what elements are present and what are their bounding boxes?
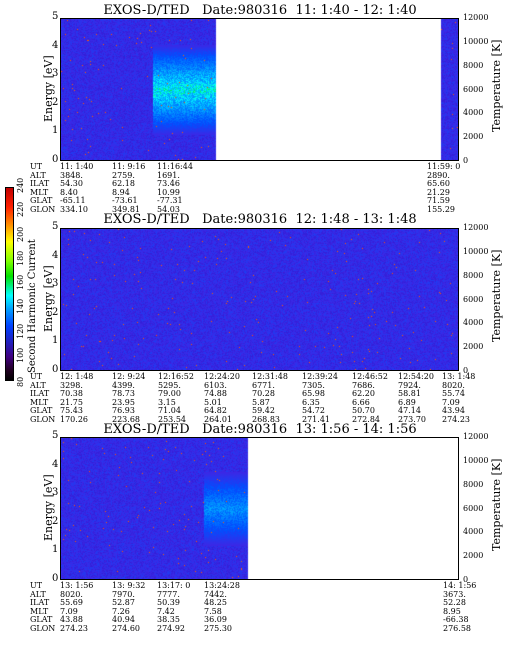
orbit-column: 12:46:52 7686. 62.20 6.66 50.70 272.84 (352, 372, 388, 424)
orbit-row-labels: UT ALT ILAT MLT GLAT GLON (30, 162, 56, 214)
y-tick-label: 1 (52, 125, 59, 137)
y-tick-label: 0 (52, 573, 59, 584)
y-right-tick-label: 12000 (463, 432, 489, 441)
y-right-tick-label: 8000 (463, 60, 484, 70)
y-right-tick-label: 8000 (463, 270, 484, 280)
y-right-tick-label: 12000 (463, 13, 489, 22)
y-right-tick-label: 8000 (463, 479, 484, 489)
colorbar-tick: 220 (16, 201, 25, 218)
y-tick-label: 3 (52, 487, 59, 499)
y-right-tick-label: 0 (463, 575, 469, 584)
orbit-column: 13:17: 0 7777. 50.39 7.42 38.35 274.92 (157, 581, 191, 633)
colorbar-tick: 160 (16, 274, 25, 290)
orbit-column: 13: 1:56 8020. 55.69 7.09 43.88 274.23 (60, 581, 94, 633)
y-tick-label: 4 (52, 458, 59, 470)
y-axis-label: Energy [eV] (42, 54, 55, 122)
y-right-tick-label: 10000 (463, 246, 489, 256)
y-right-tick-label: 2000 (463, 551, 484, 561)
orbit-column: 12: 9:24 4399. 78.73 23.95 76.93 223.68 (112, 372, 146, 424)
colorbar-tick: 140 (16, 298, 25, 315)
y-right-tick-label: 2000 (463, 132, 484, 142)
y-tick-label: 1 (52, 544, 59, 556)
orbit-column: 13: 9:32 7970. 52.87 7.26 40.94 274.60 (112, 581, 146, 633)
y-tick-label: 0 (52, 154, 59, 165)
y-tick-label: 3 (52, 68, 59, 80)
y-tick-label: 5 (52, 430, 59, 441)
orbit-column: 12:39:24 7305. 65.98 6.35 54.72 271.41 (302, 372, 338, 424)
spectrogram-image (61, 229, 458, 370)
spectrogram-image (61, 438, 458, 579)
orbit-row-labels: UT ALT ILAT MLT GLAT GLON (30, 581, 56, 633)
y-right-tick-label: 2000 (463, 342, 484, 352)
colorbar-tick: 180 (16, 250, 25, 266)
spectrogram-plot (60, 228, 459, 371)
y-right-tick-label: 0 (463, 156, 469, 165)
orbit-column: 11:16:44 1691. 73.46 10.99 -77.31 54.03 (157, 162, 193, 214)
y-tick-label: 2 (52, 515, 59, 527)
y-axis-right-label: Temperature [K] (490, 458, 503, 551)
colorbar-tick: 100 (16, 347, 25, 363)
y-right-tick-label: 6000 (463, 294, 484, 304)
orbit-column: 12:31:48 6771. 70.28 5.87 59.42 268.83 (252, 372, 288, 424)
y-tick-label: 1 (52, 335, 59, 347)
y-axis-label: Energy [eV] (42, 473, 55, 541)
y-axis-label: Energy [eV] (42, 264, 55, 332)
y-right-tick-label: 10000 (463, 36, 489, 46)
y-right-tick-label: 4000 (463, 108, 484, 118)
y-right-tick-label: 12000 (463, 223, 489, 232)
orbit-column: 14: 1:56 3673. 52.28 8.95 -66.38 276.58 (443, 581, 477, 633)
y-tick-label: 5 (52, 11, 59, 22)
y-right-tick-label: 6000 (463, 503, 484, 513)
spectrogram-plot (60, 437, 459, 580)
y-axis-right-label: Temperature [K] (490, 39, 503, 132)
colorbar-tick: 80 (16, 376, 25, 387)
orbit-column: 11: 1:40 3848. 54.30 8.40 -65.11 334.10 (60, 162, 94, 214)
orbit-column: 12:24:20 6103. 74.88 5.01 64.82 264.01 (204, 372, 240, 424)
y-tick-label: 2 (52, 96, 59, 108)
spectrogram-plot (60, 18, 459, 161)
spectrogram-image (61, 19, 458, 160)
y-tick-label: 2 (52, 306, 59, 318)
y-tick-label: 3 (52, 278, 59, 290)
colorbar-label: Second Harmonic Current (27, 239, 38, 373)
colorbar-tick: 200 (16, 226, 25, 242)
orbit-column: 13: 1:48 8020. 55.74 7.09 43.94 274.23 (442, 372, 476, 424)
orbit-column: 12:16:52 5295. 79.00 3.15 71.04 253.54 (158, 372, 194, 424)
panel-title: EXOS-D/TED Date:980316 13: 1:56 - 14: 1:… (103, 422, 417, 437)
y-right-tick-label: 4000 (463, 318, 484, 328)
colorbar-tick: 120 (16, 323, 25, 339)
orbit-column: 13:24:28 7442. 48.25 7.58 36.09 275.30 (204, 581, 240, 633)
y-tick-label: 4 (52, 249, 59, 261)
y-right-tick-label: 4000 (463, 527, 484, 537)
y-tick-label: 0 (52, 364, 59, 375)
y-tick-label: 4 (52, 39, 59, 51)
y-right-tick-label: 6000 (463, 84, 484, 94)
colorbar-tick: 240 (16, 177, 25, 193)
y-axis-right-label: Temperature [K] (490, 249, 503, 342)
panel-title: EXOS-D/TED Date:980316 12: 1:48 - 13: 1:… (103, 212, 417, 227)
y-tick-label: 5 (52, 221, 59, 232)
panel-title: EXOS-D/TED Date:980316 11: 1:40 - 12: 1:… (103, 3, 417, 18)
y-right-tick-label: 0 (463, 366, 469, 375)
orbit-column: 12: 1:48 3298. 70.38 21.75 75.43 170.26 (60, 372, 94, 424)
y-right-tick-label: 10000 (463, 455, 489, 465)
orbit-row-labels: UT ALT ILAT MLT GLAT GLON (30, 372, 56, 424)
orbit-column: 11: 9:16 2759. 62.18 8.94 -73.61 349.81 (112, 162, 146, 214)
orbit-column: 11:59: 0 2890. 65.60 21.29 71.59 155.29 (427, 162, 461, 214)
orbit-column: 12:54:20 7924. 58.81 6.89 47.14 273.70 (398, 372, 434, 424)
colorbar (5, 187, 14, 381)
